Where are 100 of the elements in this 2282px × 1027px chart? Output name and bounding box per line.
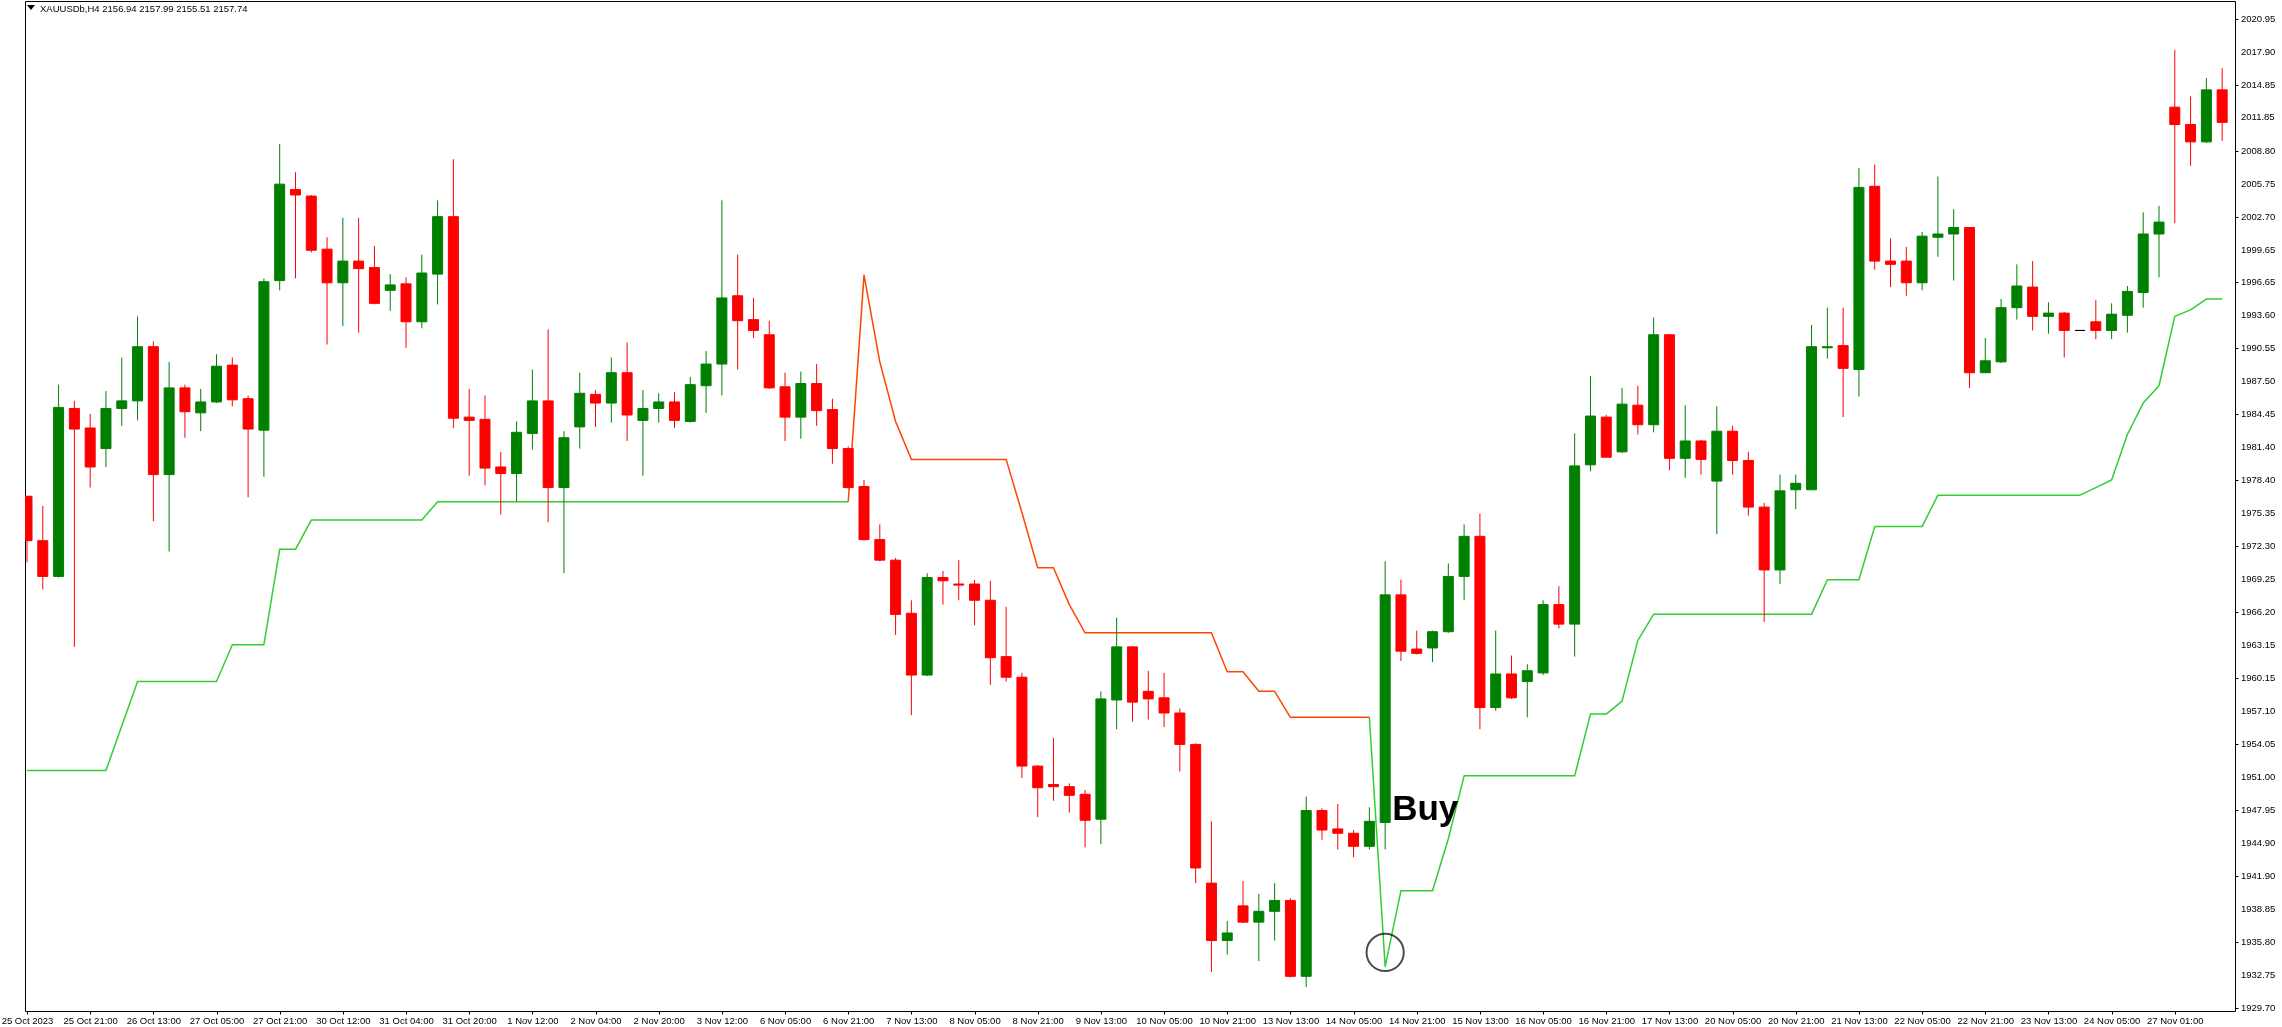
y-tick-label: 1969.25 (2241, 573, 2276, 585)
line-series (847, 274, 1371, 719)
candlestick (2169, 49, 2181, 224)
candlestick (179, 384, 191, 439)
candlestick (1332, 803, 1344, 851)
y-tick-label: 1954.05 (2241, 737, 2276, 749)
y-tick-label: 1975.35 (2241, 507, 2276, 519)
candlestick (2042, 301, 2054, 335)
x-tick-label: 31 Oct 20:00 (442, 1014, 497, 1026)
x-tick-label: 6 Nov 21:00 (823, 1014, 875, 1026)
candlestick (1032, 764, 1044, 818)
candlestick (953, 559, 965, 601)
candlestick (669, 391, 680, 429)
y-tick-label: 2008.80 (2241, 144, 2276, 156)
candlestick (1221, 920, 1233, 956)
x-tick-label: 21 Nov 13:00 (1831, 1014, 1888, 1026)
x-tick-label: 25 Oct 21:00 (63, 1014, 118, 1026)
x-tick-label: 9 Nov 13:00 (1075, 1014, 1128, 1026)
x-tick-label: 2 Nov 20:00 (633, 1014, 685, 1026)
x-tick-label: 16 Nov 05:00 (1515, 1014, 1572, 1026)
candlestick (337, 217, 349, 327)
y-tick-label: 1984.45 (2241, 408, 2276, 420)
candlestick (1979, 337, 1991, 374)
candlestick (937, 570, 949, 606)
candlestick (1821, 307, 1833, 360)
y-tick-label: 1999.65 (2241, 243, 2276, 255)
candlestick (2121, 285, 2133, 334)
candlestick (2090, 299, 2102, 340)
candlestick (195, 388, 207, 432)
candlestick (1837, 307, 1849, 418)
x-tick-label: 3 Nov 12:00 (696, 1014, 748, 1026)
candlestick (2011, 263, 2023, 321)
y-tick-label: 1932.75 (2241, 968, 2276, 980)
y-tick-label: 2020.95 (2241, 12, 2276, 24)
x-tick-label: 6 Nov 05:00 (759, 1014, 812, 1026)
x-tick-label: 10 Nov 05:00 (1136, 1014, 1193, 1026)
candlestick (1316, 807, 1328, 841)
x-tick-label: 16 Nov 21:00 (1578, 1014, 1636, 1026)
y-tick-label: 1944.90 (2241, 837, 2276, 849)
candlestick (1237, 880, 1249, 924)
x-tick-label: 23 Nov 13:00 (2020, 1014, 2078, 1026)
x-tick-label: 7 Nov 13:00 (886, 1014, 938, 1026)
candlestick (1900, 246, 1912, 297)
candlestick (116, 357, 128, 427)
chart-title: XAUUSDb,H4 2156.94 2157.99 2155.51 2157.74 (40, 3, 248, 14)
y-tick-label: 2017.90 (2241, 45, 2276, 57)
candlestick (495, 451, 507, 516)
candlestick (1695, 439, 1707, 476)
candlestick (463, 388, 475, 477)
x-tick-label: 30 Oct 12:00 (316, 1014, 371, 1026)
x-tick-label: 20 Nov 21:00 (1768, 1014, 1825, 1026)
y-tick-label: 1966.20 (2241, 606, 2276, 618)
candlestick (289, 171, 301, 279)
candlestick (1063, 782, 1075, 814)
candlestick (353, 217, 365, 334)
candlestick (1632, 385, 1644, 435)
candlestick (700, 350, 712, 414)
candlestick (1553, 585, 1565, 629)
candlestick (1885, 237, 1897, 288)
x-tick-label: 14 Nov 05:00 (1325, 1014, 1383, 1026)
x-tick-label: 27 Nov 01:00 (2147, 1014, 2204, 1026)
candlestick (1000, 606, 1012, 683)
x-tick-label: 13 Nov 13:00 (1262, 1014, 1320, 1026)
candlestick (1269, 882, 1281, 942)
candlestick (2106, 302, 2118, 340)
y-tick-label: 1941.90 (2241, 869, 2276, 881)
candlestick (1506, 655, 1517, 700)
candlestick (2153, 205, 2165, 278)
candlestick (68, 400, 80, 648)
candlestick (1948, 208, 1960, 282)
candlestick (1158, 672, 1170, 728)
y-tick-label: 1990.55 (2241, 342, 2276, 354)
candlestick (653, 392, 665, 424)
candlestick (637, 389, 649, 477)
x-tick-label: 1 Nov 12:00 (507, 1014, 559, 1026)
y-tick-label: 1996.65 (2241, 276, 2276, 288)
y-tick-label: 1960.15 (2241, 671, 2276, 683)
x-tick-label: 22 Nov 05:00 (1894, 1014, 1951, 1026)
x-tick-label: 22 Nov 21:00 (1957, 1014, 2015, 1026)
candlestick (1427, 630, 1439, 663)
x-tick-label: 14 Nov 21:00 (1388, 1014, 1446, 1026)
candlestick (747, 297, 759, 339)
y-tick-label: 1993.60 (2241, 309, 2276, 321)
x-tick-label: 8 Nov 05:00 (949, 1014, 1001, 1026)
x-tick-label: 26 Oct 13:00 (126, 1014, 182, 1026)
y-tick-label: 2005.75 (2241, 177, 2276, 189)
y-tick-label: 1929.70 (2241, 1001, 2276, 1013)
y-tick-label: 1938.85 (2241, 902, 2276, 914)
x-tick-label: 10 Nov 21:00 (1199, 1014, 1256, 1026)
y-tick-label: 2011.85 (2241, 111, 2275, 123)
x-tick-label: 15 Nov 13:00 (1452, 1014, 1509, 1026)
candlestick (2058, 311, 2070, 359)
candlestick (1348, 829, 1360, 858)
candlestick (969, 579, 981, 626)
candlestick (590, 389, 602, 428)
y-tick-label: 2002.70 (2241, 210, 2276, 222)
candlestick (1679, 404, 1691, 479)
y-tick-label: 1987.50 (2241, 375, 2276, 387)
y-tick-label: 1963.15 (2241, 639, 2276, 651)
y-tick-label: 1935.80 (2241, 935, 2276, 947)
